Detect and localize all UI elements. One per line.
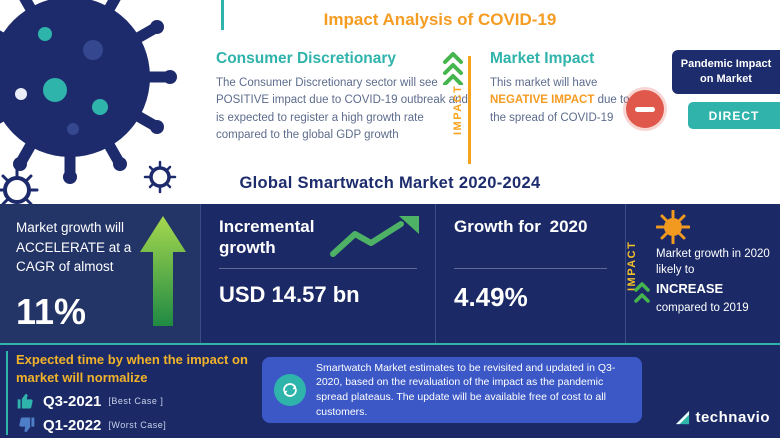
growth-value: 4.49% xyxy=(454,282,528,312)
coronavirus-illustration xyxy=(0,0,177,212)
technavio-mark-icon xyxy=(676,410,690,425)
consumer-heading: Consumer Discretionary xyxy=(216,50,397,67)
growth-heading-pre: Growth for xyxy=(454,217,541,236)
triple-up-chevron-icon xyxy=(443,52,463,85)
market-impact-body: This market will have NEGATIVE IMPACT du… xyxy=(490,75,648,127)
market-impact-section: Market Impact This market will have NEGA… xyxy=(490,50,648,127)
market-title: Global Smartwatch Market 2020-2024 xyxy=(239,174,541,192)
impact-accent-bar xyxy=(468,56,471,164)
increase-text: INCREASE xyxy=(656,281,724,297)
negative-impact-icon xyxy=(626,90,664,128)
technavio-logo: technavio xyxy=(675,409,770,426)
impact-post: compared to 2019 xyxy=(656,302,749,315)
technavio-wordmark: technavio xyxy=(695,409,770,426)
impact-vertical-label: IMPACT xyxy=(452,56,471,164)
update-note-box: Smartwatch Market estimates to be revisi… xyxy=(262,357,642,423)
cagr-column: Market growth will ACCELERATE at a CAGR … xyxy=(0,204,200,343)
refresh-icon xyxy=(274,374,306,406)
double-up-chevron-icon xyxy=(634,282,650,303)
column-divider xyxy=(200,204,201,343)
column-divider xyxy=(435,204,436,343)
best-case-value: Q3-2021 xyxy=(43,392,102,410)
cagr-value: 11% xyxy=(16,291,87,332)
cagr-intro: Market growth will ACCELERATE at a CAGR … xyxy=(16,220,132,275)
growth-heading: Growth for 2020 xyxy=(454,216,587,237)
left-accent-tick xyxy=(6,351,8,435)
incremental-heading: Incremental growth xyxy=(219,217,315,258)
minus-bar xyxy=(635,106,655,112)
negative-impact-text: NEGATIVE IMPACT xyxy=(490,94,595,107)
column-divider xyxy=(625,204,626,343)
bottom-strip: Expected time by when the impact on mark… xyxy=(0,345,780,438)
pandemic-impact-box: Pandemic Impact on Market xyxy=(672,50,780,94)
normalize-heading: Expected time by when the impact on mark… xyxy=(16,352,248,385)
impact-text-block: Market growth in 2020 likely to INCREASE… xyxy=(656,246,776,316)
separator xyxy=(454,268,607,269)
consumer-discretionary-section: Consumer Discretionary The Consumer Disc… xyxy=(216,50,468,144)
line-chart-icon xyxy=(330,216,419,257)
worst-case-tag: [Worst Case] xyxy=(108,420,167,430)
stats-band: Market growth will ACCELERATE at a CAGR … xyxy=(0,204,780,343)
decorative-teal-tick xyxy=(221,0,224,30)
incremental-value: USD 14.57 bn xyxy=(219,282,360,307)
worst-case-value: Q1-2022 xyxy=(43,416,102,434)
best-case-row: Q3-2021 [Best Case ] xyxy=(16,391,163,411)
market-impact-post: due to the spread of COVID-19 xyxy=(490,94,630,124)
impact-label-text: IMPACT xyxy=(452,84,464,136)
separator xyxy=(219,268,417,269)
direct-badge: DIRECT xyxy=(688,102,780,129)
page-title: Impact Analysis of COVID-19 xyxy=(323,10,557,29)
growth-2020-column: Growth for 2020 4.49% xyxy=(436,204,625,343)
virus-icon xyxy=(656,210,690,244)
growth-heading-year: 2020 xyxy=(549,217,588,236)
worst-case-row: Q1-2022 [Worst Case] xyxy=(16,415,166,435)
best-case-tag: [Best Case ] xyxy=(108,396,164,406)
market-impact-pre: This market will have xyxy=(490,77,598,89)
incremental-growth-column: Incremental growth USD 14.57 bn xyxy=(201,204,435,343)
consumer-body: The Consumer Discretionary sector will s… xyxy=(216,77,468,141)
market-impact-heading: Market Impact xyxy=(490,50,595,67)
teal-divider-line xyxy=(0,343,780,345)
impact-column: IMPACT Market growth in 2020 likely to I… xyxy=(626,204,780,343)
update-note-text: Smartwatch Market estimates to be revisi… xyxy=(316,361,616,418)
thumbs-up-icon xyxy=(17,393,33,409)
impact-pre: Market growth in 2020 likely to xyxy=(656,248,770,277)
growth-up-arrow-icon xyxy=(140,216,186,326)
thumbs-down-icon xyxy=(19,417,35,433)
